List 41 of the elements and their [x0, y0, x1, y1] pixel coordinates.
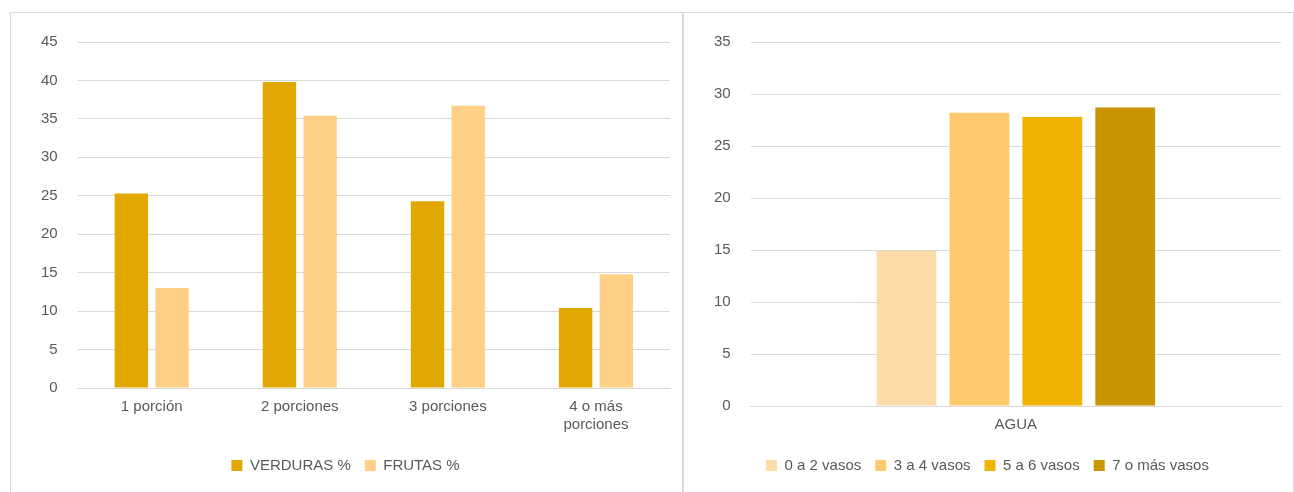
bar: [114, 193, 149, 388]
bar: [451, 105, 485, 388]
y-tick-label: 30: [41, 147, 58, 165]
y-tick-label: 5: [49, 339, 58, 357]
y-tick-label: 5: [722, 344, 731, 362]
bar: [303, 115, 337, 388]
x-tick-label: 2 porciones: [261, 397, 339, 415]
y-tick-label: 25: [714, 136, 731, 154]
bar: [1095, 107, 1156, 406]
y-tick-label: 35: [41, 109, 58, 127]
bar: [876, 251, 937, 406]
bar: [1022, 116, 1083, 406]
legend-label: 0 a 2 vasos: [784, 455, 862, 473]
x-tick-label: 1 porción: [120, 397, 183, 415]
bar: [599, 274, 634, 388]
bar: [410, 201, 445, 388]
y-tick-label: 0: [49, 378, 58, 396]
y-tick-label: 15: [714, 240, 731, 258]
x-tick-label: 3 porciones: [409, 397, 487, 415]
bar: [155, 288, 189, 388]
bar: [558, 308, 593, 388]
bar: [949, 112, 1010, 406]
legend-label: VERDURAS %: [249, 455, 351, 473]
y-tick-label: 0: [722, 396, 731, 414]
y-tick-label: 20: [714, 188, 731, 206]
y-tick-label: 45: [41, 32, 58, 50]
y-tick-label: 30: [714, 84, 731, 102]
x-tick-label: AGUA: [994, 415, 1038, 433]
y-tick-label: 40: [41, 70, 58, 88]
y-tick-label: 20: [41, 224, 58, 242]
y-tick-label: 15: [41, 262, 58, 280]
y-tick-label: 25: [41, 185, 58, 203]
legend-label: 5 a 6 vasos: [1003, 455, 1080, 473]
y-tick-label: 10: [714, 292, 731, 310]
y-tick-label: 35: [714, 32, 731, 50]
legend-label: 7 o más vasos: [1112, 455, 1209, 473]
legend-label: 3 a 4 vasos: [893, 455, 971, 473]
legend-label: FRUTAS %: [383, 455, 460, 473]
y-tick-label: 10: [41, 301, 58, 319]
bar: [262, 81, 297, 388]
x-tick-label: 4 o más porciones: [563, 397, 629, 433]
